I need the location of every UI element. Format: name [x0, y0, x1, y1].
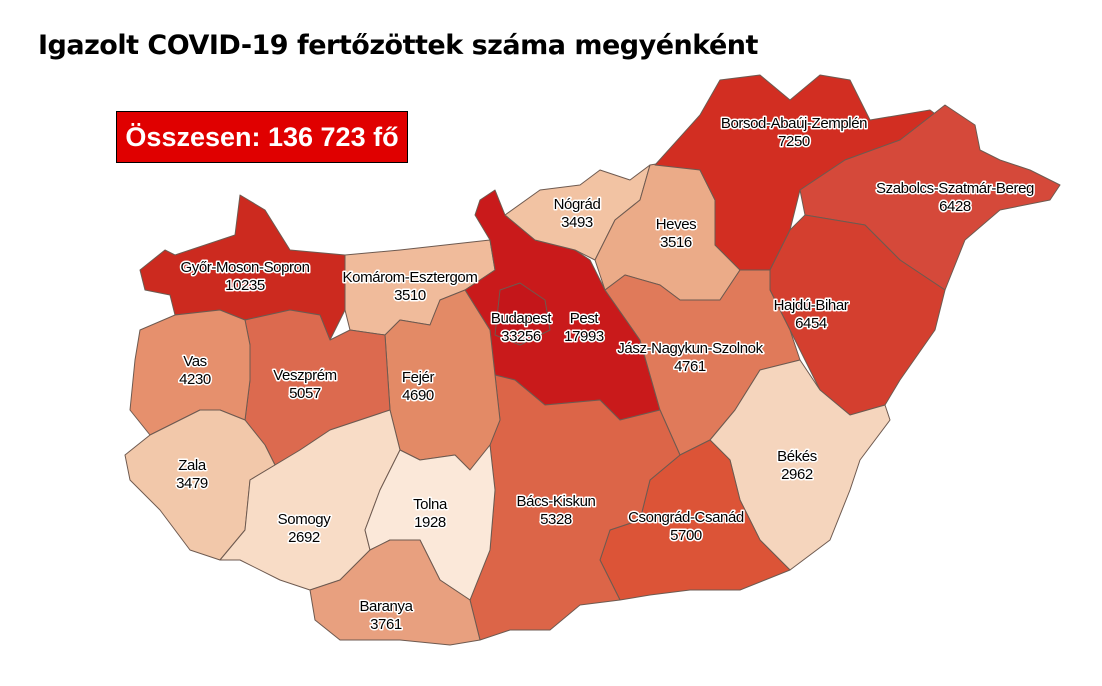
- label-value: 17993: [564, 328, 604, 345]
- county-budapest: [494, 282, 551, 346]
- label-name: Jász-Nagykun-Szolnok: [617, 340, 763, 357]
- label-name: Zala: [178, 457, 207, 474]
- label-value: 4690: [402, 387, 434, 404]
- label-name: Szabolcs-Szatmár-Bereg: [876, 180, 1034, 197]
- label-name: Nógrád: [554, 196, 601, 213]
- county-labels: Győr-Moson-Sopron 10235 Komárom-Esztergo…: [175, 114, 1036, 635]
- county-bekes: [709, 359, 891, 571]
- label-value: 5057: [289, 385, 321, 402]
- label-value: 3493: [561, 214, 593, 231]
- label-name: Komárom-Esztergom: [343, 269, 478, 286]
- label-value: 2962: [781, 466, 813, 483]
- label-value: 3761: [370, 616, 402, 633]
- label-value: 3510: [394, 287, 426, 304]
- label-name: Csongrád-Csanád: [628, 509, 744, 526]
- label-name: Baranya: [359, 598, 413, 615]
- label-name: Borsod-Abaúj-Zemplén: [721, 115, 867, 132]
- label-name: Békés: [777, 448, 817, 465]
- label-name: Fejér: [402, 369, 435, 386]
- label-name: Vas: [183, 353, 207, 370]
- county-baranya: [309, 539, 481, 646]
- label-value: 1928: [414, 514, 446, 531]
- label-value: 2692: [288, 529, 320, 546]
- map-title: Igazolt COVID-19 fertőzöttek száma megyé…: [38, 30, 758, 61]
- label-value: 33256: [501, 328, 541, 345]
- label-value: 6454: [795, 315, 827, 332]
- label-value: 4761: [674, 358, 706, 375]
- label-name: Győr-Moson-Sopron: [180, 259, 309, 276]
- label-name: Tolna: [413, 496, 448, 513]
- total-count-badge: Összesen: 136 723 fő: [116, 111, 408, 163]
- label-value: 10235: [225, 277, 265, 294]
- label-value: 3516: [660, 234, 692, 251]
- label-name: Heves: [656, 216, 697, 233]
- label-name: Bács-Kiskun: [517, 493, 596, 510]
- label-value: 4230: [179, 371, 211, 388]
- label-name: Hajdú-Bihar: [774, 297, 849, 314]
- county-shapes: [124, 74, 1061, 646]
- label-value: 6428: [939, 198, 971, 215]
- county-gyor-moson-sopron: [139, 194, 346, 341]
- label-name: Pest: [570, 310, 600, 327]
- label-value: 3479: [176, 475, 208, 492]
- label-name: Veszprém: [273, 367, 337, 384]
- label-value: 5700: [670, 527, 702, 544]
- label-name: Budapest: [491, 310, 552, 327]
- label-value: 5328: [540, 511, 572, 528]
- label-name: Somogy: [278, 511, 332, 528]
- label-value: 7250: [778, 133, 810, 150]
